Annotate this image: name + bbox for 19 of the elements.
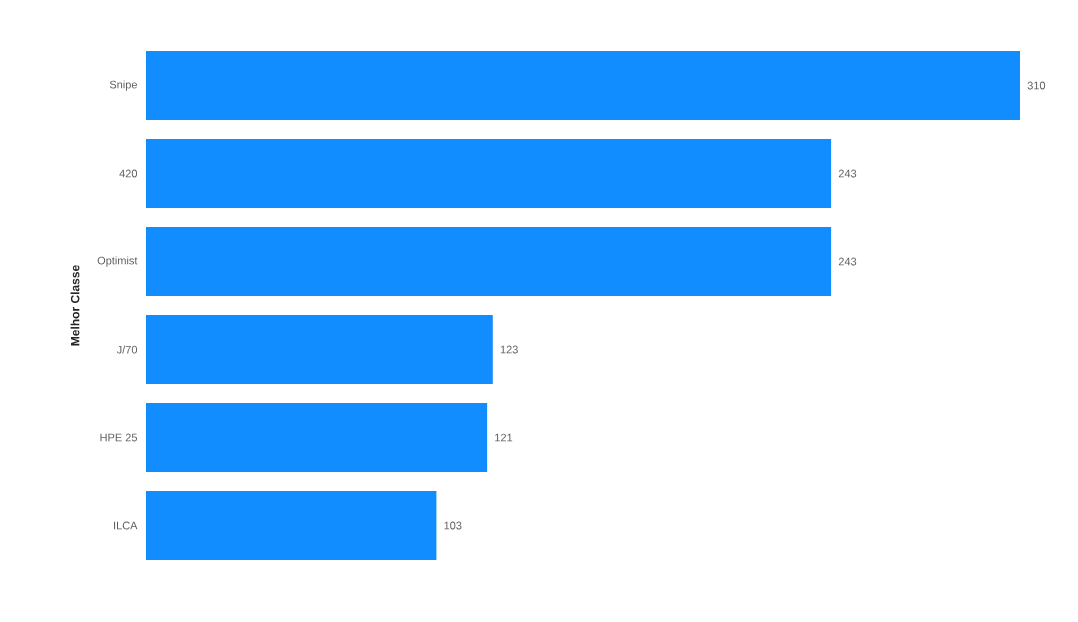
bar <box>146 403 488 473</box>
data-label: 243 <box>838 169 857 178</box>
data-label: 103 <box>444 521 462 530</box>
bar <box>146 491 437 561</box>
y-axis-title: Melhor Classe <box>70 265 80 346</box>
data-label: 310 <box>1027 81 1046 90</box>
y-tick-label: HPE 25 <box>100 433 138 442</box>
y-tick-label: Snipe <box>109 80 137 91</box>
bar <box>146 51 1021 121</box>
data-label: 123 <box>500 345 518 354</box>
y-tick-label: ILCA <box>114 521 138 530</box>
y-tick-label: 420 <box>119 169 138 178</box>
bar <box>146 139 832 209</box>
y-tick-label: Optimist <box>97 256 138 267</box>
bar <box>146 315 493 385</box>
y-tick-label: J/70 <box>116 345 138 354</box>
data-label: 243 <box>838 257 857 266</box>
bar <box>146 227 832 297</box>
data-label: 121 <box>495 433 513 442</box>
